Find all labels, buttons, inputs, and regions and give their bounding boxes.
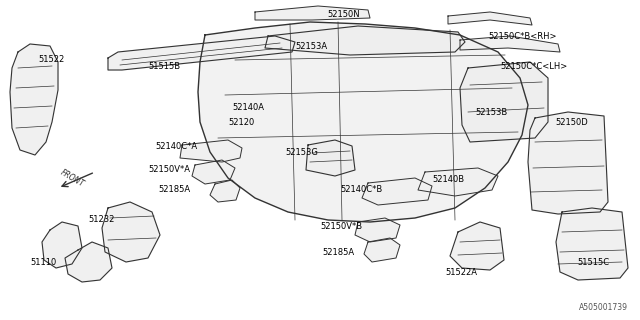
Text: 52120: 52120 xyxy=(228,118,254,127)
Text: 52185A: 52185A xyxy=(158,185,190,194)
Text: FRONT: FRONT xyxy=(58,168,86,188)
Text: 52150C*B<RH>: 52150C*B<RH> xyxy=(488,32,557,41)
Polygon shape xyxy=(192,160,235,184)
Polygon shape xyxy=(448,12,532,25)
Text: 51232: 51232 xyxy=(88,215,115,224)
Polygon shape xyxy=(265,26,465,55)
Text: A505001739: A505001739 xyxy=(579,303,628,312)
Text: 52150V*A: 52150V*A xyxy=(148,165,190,174)
Text: 52140A: 52140A xyxy=(232,103,264,112)
Polygon shape xyxy=(210,180,240,202)
Text: 52150C*C<LH>: 52150C*C<LH> xyxy=(500,62,567,71)
Text: 52150V*B: 52150V*B xyxy=(320,222,362,231)
Text: 51522: 51522 xyxy=(38,55,64,64)
Text: 52140C*B: 52140C*B xyxy=(340,185,382,194)
Polygon shape xyxy=(355,218,400,242)
Text: 51515C: 51515C xyxy=(577,258,609,267)
Polygon shape xyxy=(306,140,355,176)
Text: 52153B: 52153B xyxy=(475,108,508,117)
Polygon shape xyxy=(362,178,432,205)
Polygon shape xyxy=(42,222,82,268)
Text: 51110: 51110 xyxy=(30,258,56,267)
Polygon shape xyxy=(10,44,58,155)
Polygon shape xyxy=(450,222,504,270)
Polygon shape xyxy=(65,242,112,282)
Text: 51515B: 51515B xyxy=(148,62,180,71)
Text: 52153A: 52153A xyxy=(295,42,327,51)
Text: 52150N: 52150N xyxy=(327,10,360,19)
Polygon shape xyxy=(108,36,295,70)
Text: 52150D: 52150D xyxy=(555,118,588,127)
Polygon shape xyxy=(180,140,242,162)
Polygon shape xyxy=(528,112,608,214)
Text: 52185A: 52185A xyxy=(322,248,354,257)
Polygon shape xyxy=(556,208,628,280)
Text: 52140B: 52140B xyxy=(432,175,464,184)
Polygon shape xyxy=(460,62,548,142)
Text: 51522A: 51522A xyxy=(445,268,477,277)
Text: 52153G: 52153G xyxy=(285,148,318,157)
Polygon shape xyxy=(255,6,370,20)
Polygon shape xyxy=(364,238,400,262)
Polygon shape xyxy=(418,168,498,196)
Text: 52140C*A: 52140C*A xyxy=(155,142,197,151)
Polygon shape xyxy=(102,202,160,262)
Polygon shape xyxy=(198,22,528,222)
Polygon shape xyxy=(460,36,560,52)
